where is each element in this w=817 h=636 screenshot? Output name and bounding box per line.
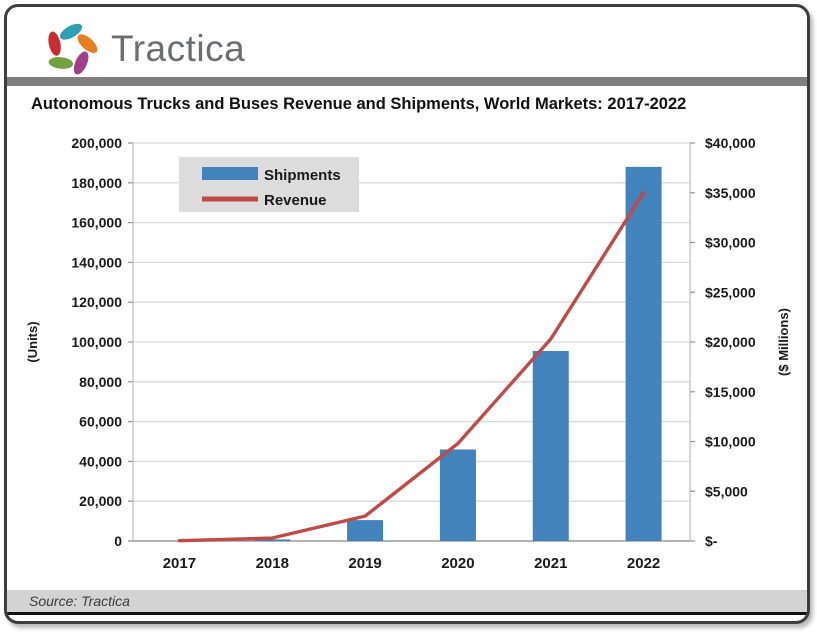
shipments-bar-2021	[532, 350, 569, 541]
chart-title: Autonomous Trucks and Buses Revenue and …	[31, 95, 687, 113]
logo-petal-orange	[77, 34, 98, 53]
svg-text:$15,000: $15,000	[705, 384, 756, 400]
logo-petal-purple	[73, 51, 89, 75]
svg-text:$5,000: $5,000	[705, 483, 748, 499]
svg-text:2017: 2017	[163, 555, 196, 572]
right-axis-title: ($ Millions)	[776, 308, 791, 376]
svg-text:60,000: 60,000	[79, 414, 122, 430]
svg-text:80,000: 80,000	[79, 374, 122, 390]
report-card: Tractica Autonomous Trucks and Buses Rev…	[4, 4, 810, 624]
svg-text:$10,000: $10,000	[705, 434, 756, 450]
svg-text:100,000: 100,000	[71, 334, 122, 350]
legend-swatch-shipments	[202, 167, 258, 180]
chart-area: 0 20,000 40,000 60,000 80,000 100,000 120,000 1…	[7, 120, 807, 590]
svg-text:140,000: 140,000	[71, 254, 122, 270]
source-text: Source: Tractica	[29, 593, 130, 609]
logo-petal-teal	[59, 23, 83, 40]
svg-text:40,000: 40,000	[79, 453, 122, 469]
logo-petal-red	[48, 31, 61, 56]
svg-text:180,000: 180,000	[71, 175, 122, 191]
legend-label-shipments: Shipments	[264, 167, 341, 184]
svg-text:$30,000: $30,000	[705, 235, 756, 251]
report-card-inner: Tractica Autonomous Trucks and Buses Rev…	[7, 7, 807, 621]
logo-petal-green	[48, 57, 74, 69]
svg-text:160,000: 160,000	[71, 215, 122, 231]
combo-chart: 0 20,000 40,000 60,000 80,000 100,000 120,000 1…	[25, 135, 791, 572]
shipments-bar-2022	[625, 166, 662, 541]
svg-text:20,000: 20,000	[79, 493, 122, 509]
shipments-bar-2019	[347, 520, 384, 541]
shipments-bar-2018	[254, 539, 291, 541]
svg-text:2019: 2019	[348, 555, 381, 572]
logo-wordmark: Tractica	[111, 28, 246, 69]
svg-text:$40,000: $40,000	[705, 135, 756, 151]
legend-label-revenue: Revenue	[264, 192, 327, 209]
svg-text:120,000: 120,000	[71, 294, 122, 310]
svg-text:2018: 2018	[256, 555, 289, 572]
header-divider-bar	[7, 77, 807, 86]
revenue-line	[177, 191, 646, 543]
svg-text:200,000: 200,000	[71, 135, 122, 151]
left-axis-tick-labels: 0 20,000 40,000 60,000 80,000 100,000 120,000 1…	[71, 135, 122, 549]
svg-text:2020: 2020	[441, 555, 474, 572]
left-axis-title: (Units)	[25, 321, 40, 362]
svg-text:$-: $-	[705, 533, 718, 549]
shipments-bar-2020	[439, 449, 476, 541]
svg-text:0: 0	[114, 533, 122, 549]
source-footer-bar: Source: Tractica	[7, 590, 807, 615]
svg-text:2022: 2022	[627, 555, 660, 572]
tractica-pinwheel-icon	[48, 23, 98, 75]
svg-text:$20,000: $20,000	[705, 334, 756, 350]
shipments-bars	[254, 166, 662, 541]
right-axis-tick-labels: $- $5,000 $10,000 $15,000 $20,000 $25,000 $30,…	[705, 135, 756, 549]
tractica-logo: Tractica	[43, 21, 245, 77]
svg-text:2021: 2021	[534, 555, 567, 572]
svg-text:$25,000: $25,000	[705, 284, 756, 300]
svg-text:$35,000: $35,000	[705, 185, 756, 201]
legend: Shipments Revenue	[179, 157, 359, 212]
axis-tick-marks	[128, 142, 695, 542]
x-axis-labels: 2017 2018 2019 2020 2021 2022	[163, 555, 661, 572]
